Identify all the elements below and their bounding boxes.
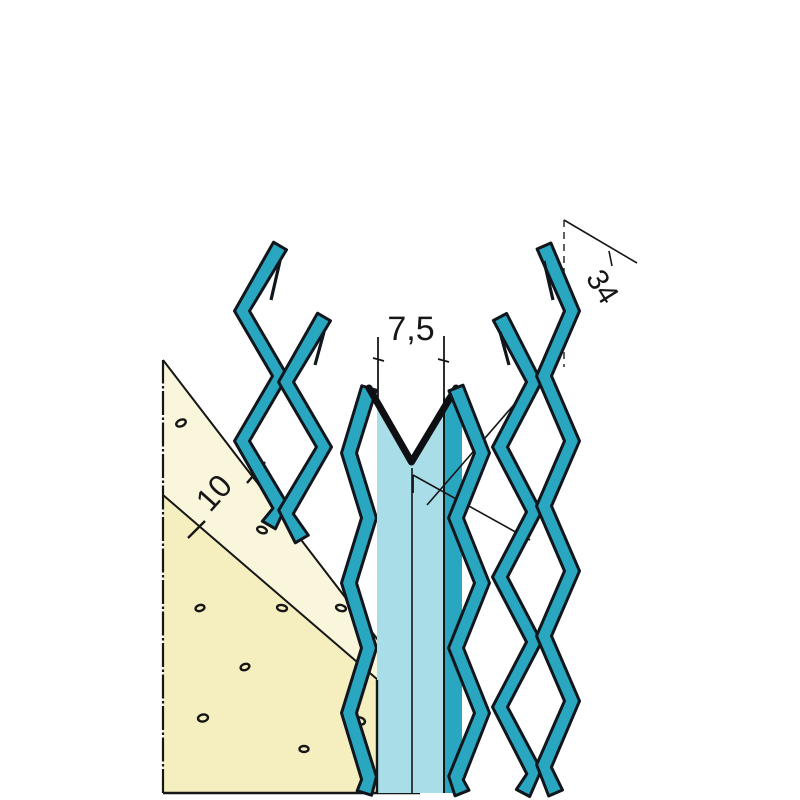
svg-text:7,5: 7,5 [387, 310, 434, 348]
